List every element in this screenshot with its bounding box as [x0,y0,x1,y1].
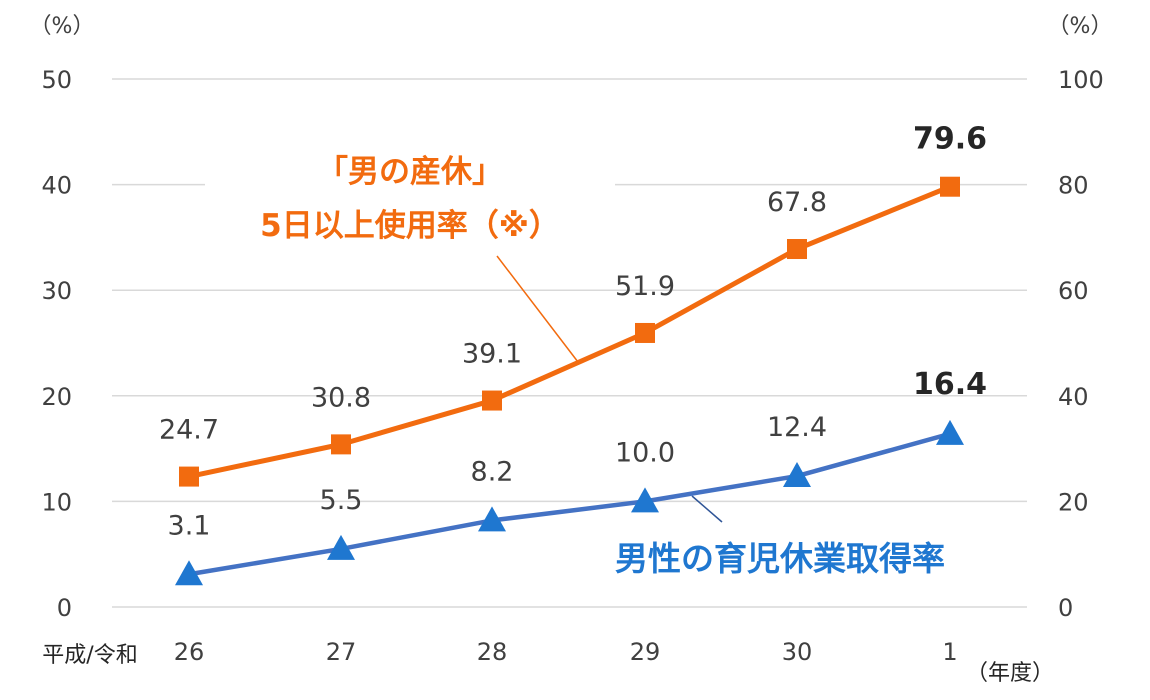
data-point-square [787,239,807,260]
left-axis-unit: （%） [30,14,95,39]
data-label: 10.0 [615,437,675,468]
data-point-triangle [631,487,659,513]
data-label: 12.4 [767,412,827,443]
data-point-square [940,176,960,197]
right-tick-label: 40 [1058,383,1089,411]
series-title-orange-line2: 5日以上使用率（※） [260,208,560,244]
series-line [188,184,951,480]
series-layer: 24.7 30.8 39.1 51.9 67.8 79.6 3.1 5.5 8.2 10.0 12.… [159,122,987,586]
x-axis-unit: （年度） [966,661,1054,686]
data-point-triangle [327,534,355,560]
right-tick-label: 0 [1058,594,1073,622]
left-tick-label: 10 [41,488,72,516]
data-label: 8.2 [471,456,514,487]
data-label: 79.6 [913,122,987,157]
series-title-orange-backdrop [205,148,615,248]
data-point-square [635,322,655,343]
right-axis-ticks: 0 20 40 60 80 100 [1058,66,1104,622]
series-title-orange-leader [496,255,579,363]
right-tick-label: 20 [1058,488,1089,516]
right-tick-label: 60 [1058,277,1089,305]
data-label: 51.9 [615,271,675,302]
data-label: 39.1 [462,339,522,370]
x-tick-label: 28 [477,638,508,666]
left-tick-label: 0 [57,594,72,622]
x-tick-label: 29 [630,638,661,666]
data-point-triangle [783,462,811,488]
right-axis-unit: （%） [1048,14,1113,39]
data-point-square [482,390,502,411]
data-label: 3.1 [168,510,211,541]
x-tick-label: 26 [174,638,205,666]
left-tick-label: 30 [41,277,72,305]
data-label: 16.4 [913,367,987,402]
data-point-square [179,466,199,487]
right-tick-label: 80 [1058,172,1089,200]
left-tick-label: 20 [41,383,72,411]
data-point-triangle [478,506,506,532]
right-tick-label: 100 [1058,66,1104,94]
data-point-square [331,434,351,455]
data-label: 67.8 [767,187,827,218]
series-title-blue: 男性の育児休業取得率 [615,539,945,578]
x-axis-era-prefix: 平成/令和 [42,643,137,668]
series-title-orange-line1: 「男の産休」 [317,154,503,190]
series-line [188,431,951,577]
x-tick-label: 27 [326,638,357,666]
x-tick-label: 1 [942,638,957,666]
x-tick-label: 30 [782,638,813,666]
data-point-triangle [936,419,964,445]
left-axis-ticks: 0 10 20 30 40 50 [41,66,72,622]
data-label: 5.5 [320,485,363,516]
data-point-triangle [175,560,203,586]
data-label: 24.7 [159,415,219,446]
x-axis-ticks: 26 27 28 29 30 1 [174,638,958,666]
left-tick-label: 50 [41,66,72,94]
left-tick-label: 40 [41,172,72,200]
series-title-blue-leader [691,495,723,523]
data-label: 30.8 [311,382,371,413]
